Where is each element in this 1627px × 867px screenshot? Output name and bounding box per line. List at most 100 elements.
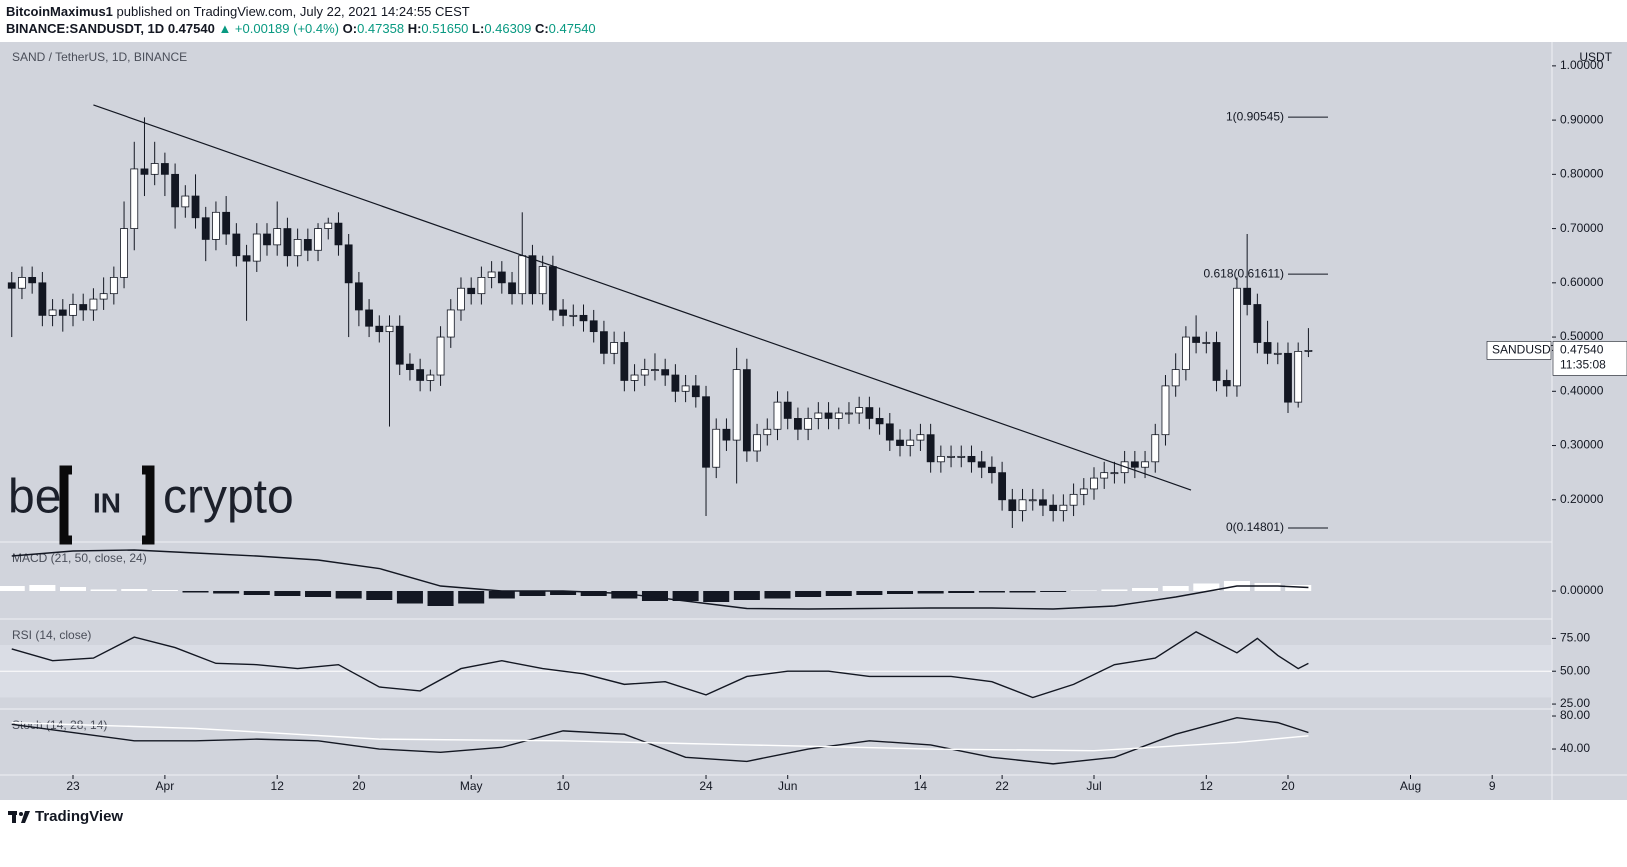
candle-body: [79, 304, 88, 311]
candle-body: [1069, 493, 1078, 506]
x-tick-label: Apr: [156, 779, 175, 793]
candle-body: [538, 266, 547, 295]
header: BitcoinMaximus1 published on TradingView…: [0, 0, 1627, 42]
y-tick-label: 50.00: [1560, 663, 1590, 677]
candle-body: [640, 369, 649, 376]
macd-histogram: [1285, 585, 1312, 591]
candle-body: [814, 412, 823, 419]
candle-body: [651, 369, 659, 372]
candle-body: [416, 369, 425, 381]
candle-body: [957, 455, 966, 458]
y-tick-label: 0.20000: [1560, 492, 1604, 506]
l-value: 0.46309: [484, 21, 532, 36]
candle-body: [1130, 461, 1139, 468]
c-label: C:: [534, 21, 549, 36]
candle-body: [1243, 287, 1252, 305]
macd-histogram: [427, 591, 454, 606]
candle-body: [120, 228, 128, 278]
candle-body: [497, 271, 506, 284]
macd-histogram: [335, 591, 362, 599]
y-tick-label: 0.70000: [1560, 221, 1604, 235]
candle-body: [467, 287, 476, 295]
candle-body: [130, 168, 139, 229]
candle-body: [804, 418, 813, 430]
macd-histogram: [764, 591, 791, 599]
candle-body: [385, 325, 394, 333]
macd-histogram: [274, 591, 301, 596]
candle-body: [487, 271, 496, 278]
candle-body: [48, 309, 57, 316]
change: ▲ +0.00189 (+0.4%): [218, 21, 339, 36]
candle-body: [620, 342, 629, 381]
y-tick-label: 0.40000: [1560, 383, 1604, 397]
candle-body: [426, 374, 435, 381]
quote-line: BINANCE:SANDUSDT, 1D 0.47540 ▲ +0.00189 …: [6, 21, 596, 36]
macd-histogram: [978, 591, 1005, 593]
macd-histogram: [90, 589, 117, 591]
author: BitcoinMaximus1: [6, 4, 113, 19]
candle-body: [855, 407, 864, 414]
candle-body: [579, 314, 588, 322]
candle-body: [232, 233, 241, 257]
candle-body: [283, 228, 292, 257]
candle-body: [600, 331, 608, 354]
logo-be: be: [8, 471, 61, 524]
candle-body: [947, 455, 955, 458]
macd-histogram: [1070, 590, 1097, 591]
candle-body: [99, 293, 108, 300]
candle-body: [222, 211, 231, 235]
candle-body: [28, 276, 37, 284]
macd-histogram: [151, 590, 178, 591]
trendline: [93, 104, 1192, 491]
macd-histogram: [458, 591, 485, 604]
indicator-line: [11, 716, 1309, 765]
candle-body: [181, 195, 190, 208]
logo-in: IN: [93, 487, 121, 518]
macd-histogram: [580, 591, 607, 596]
y-tick-label: 40.00: [1560, 741, 1590, 755]
macd-histogram: [703, 591, 730, 602]
candle-body: [681, 385, 690, 392]
o-value: 0.47358: [357, 21, 405, 36]
fib-label: 1(0.90545): [1226, 109, 1284, 123]
candle-body: [457, 287, 465, 311]
indicator-line: [11, 631, 1309, 699]
o-label: O:: [342, 21, 358, 36]
candle-body: [1171, 369, 1180, 387]
macd-histogram: [305, 591, 332, 597]
macd-histogram: [1193, 583, 1220, 591]
macd-histogram: [396, 591, 423, 604]
indicator-line: [11, 549, 1309, 610]
candle-body: [794, 418, 802, 430]
candle-body: [1079, 488, 1088, 495]
candle-body: [977, 461, 986, 468]
candle-body: [446, 309, 455, 338]
h-label: H:: [407, 21, 422, 36]
candle-body: [1253, 304, 1262, 343]
macd-histogram: [121, 589, 148, 591]
candle-body: [967, 455, 976, 463]
candle-body: [753, 434, 761, 452]
candle-body: [875, 418, 884, 425]
candle-body: [1233, 287, 1241, 387]
countdown: 11:35:08: [1560, 358, 1606, 372]
candle-body: [58, 309, 67, 316]
macd-histogram: [672, 591, 699, 601]
y-tick-label: 0.30000: [1560, 438, 1604, 452]
candle-body: [548, 266, 557, 311]
candle-body: [610, 342, 619, 354]
footer: TradingView: [8, 808, 123, 825]
y-tick-label: 0.80000: [1560, 167, 1604, 181]
candle-body: [1263, 342, 1272, 354]
x-tick-label: 22: [995, 779, 1009, 793]
macd-histogram: [795, 591, 822, 597]
candle-body: [936, 455, 945, 463]
candle-body: [334, 222, 343, 246]
candle-body: [896, 439, 904, 446]
candle-body: [906, 439, 915, 446]
macd-histogram: [825, 591, 852, 596]
macd-histogram: [948, 591, 975, 593]
y-tick-label: 25.00: [1560, 696, 1590, 710]
last-price-label: 0.47540: [1560, 343, 1604, 357]
